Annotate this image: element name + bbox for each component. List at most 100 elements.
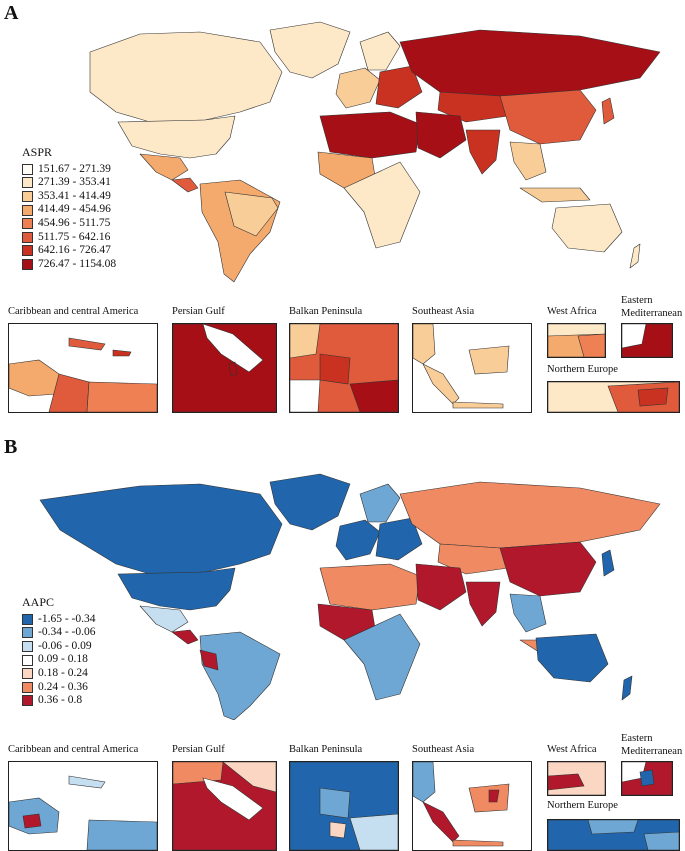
region-middle-east [415, 563, 467, 611]
inset-west-africa-map [547, 323, 606, 358]
inset-balkan-map [289, 761, 399, 851]
legend-item: 0.18 - 0.24 [22, 667, 96, 681]
legend-swatch [22, 641, 33, 653]
legend-label: 271.39 - 353.41 [38, 176, 111, 189]
inset-balkan-map [289, 323, 399, 413]
region-japan [601, 97, 615, 125]
region-central-africa [343, 161, 421, 249]
inset-caribbean-map [8, 761, 158, 851]
region-usa [117, 115, 236, 159]
region-mexico [139, 605, 189, 633]
region-eastern-europe [375, 517, 423, 561]
region-russia [399, 29, 661, 97]
inset-title-balkan: Balkan Peninsula [289, 306, 363, 317]
inset-title-persian-gulf: Persian Gulf [172, 744, 225, 755]
region-south-america [199, 631, 281, 720]
region-central-africa [343, 613, 421, 701]
region-north-africa [319, 563, 421, 611]
legend-item: -1.65 - -0.34 [22, 613, 96, 627]
inset-title-persian-gulf: Persian Gulf [172, 306, 225, 317]
legend-item: 0.09 - 0.18 [22, 653, 96, 667]
region-greenland [269, 473, 351, 531]
legend-swatch [22, 627, 33, 639]
region-eastern-europe [375, 65, 423, 109]
region-russia [399, 481, 661, 549]
region-australia [535, 633, 609, 683]
world-map-aapc [39, 473, 661, 720]
region-india [465, 129, 501, 175]
region-western-europe [335, 519, 381, 561]
panel-label-b: B [4, 436, 18, 458]
region-indonesia [519, 187, 591, 203]
legend-swatch [22, 654, 33, 666]
region-canada [39, 483, 283, 575]
world-map-aspr [89, 21, 661, 283]
inset-northern-europe-map [547, 381, 680, 413]
inset-eastern-mediterranean-map [621, 323, 673, 358]
legend-swatch [22, 191, 33, 203]
legend-swatch [22, 204, 33, 216]
legend-title: ASPR [22, 145, 53, 159]
inset-eastern-mediterranean-map [621, 761, 673, 796]
inset-title-eastern-mediterranean: Eastern Mediterranean [621, 295, 683, 319]
region-middle-east [415, 111, 467, 159]
inset-title-southeast-asia: Southeast Asia [412, 306, 475, 317]
region-central-america [171, 177, 199, 193]
legend-label: 0.24 - 0.36 [38, 680, 88, 693]
region-australia [551, 203, 623, 253]
legend-label: 0.18 - 0.24 [38, 666, 88, 679]
region-japan [601, 549, 615, 577]
region-southeast-asia [509, 593, 547, 633]
region-mexico [139, 153, 189, 181]
legend-swatch [22, 613, 33, 625]
legend-title: AAPC [22, 595, 55, 609]
region-canada [89, 31, 283, 123]
legend-item: 0.24 - 0.36 [22, 681, 96, 695]
region-china [499, 89, 597, 145]
legend-item: 454.96 - 511.75 [22, 217, 116, 231]
inset-title-eastern-mediterranean: Eastern Mediterranean [621, 733, 683, 757]
region-north-africa [319, 111, 421, 159]
inset-title-balkan: Balkan Peninsula [289, 744, 363, 755]
legend-item: 642.16 - 726.47 [22, 244, 116, 258]
region-greenland [269, 21, 351, 79]
legend-item: 271.39 - 353.41 [22, 176, 116, 190]
legend-label: 0.09 - 0.18 [38, 653, 88, 666]
legend-swatch [22, 668, 33, 680]
region-brazil [224, 191, 279, 237]
legend-label: 414.49 - 454.96 [38, 203, 111, 216]
inset-title-caribbean: Caribbean and central America [8, 744, 139, 755]
legend-label: 511.75 - 642.16 [38, 230, 111, 243]
legend-label: 151.67 - 271.39 [38, 162, 111, 175]
inset-persian-gulf-map [172, 761, 277, 851]
region-new-zealand [629, 243, 641, 269]
inset-caribbean-map [8, 323, 158, 413]
legend-label: 0.36 - 0.8 [38, 694, 83, 707]
legend-label: -0.06 - 0.09 [38, 639, 92, 652]
legend-label: -1.65 - -0.34 [38, 612, 96, 625]
legend-swatch [22, 245, 33, 257]
inset-west-africa-map [547, 761, 606, 796]
inset-title-southeast-asia: Southeast Asia [412, 744, 475, 755]
inset-title-west-africa: West Africa [547, 744, 597, 755]
inset-title-caribbean: Caribbean and central America [8, 306, 139, 317]
region-usa [117, 567, 236, 611]
legend-label: 642.16 - 726.47 [38, 244, 111, 257]
legend-item: 353.41 - 414.49 [22, 190, 116, 204]
legend-aapc: AAPC -1.65 - -0.34 -0.34 - -0.06 -0.06 - 0… [22, 595, 96, 708]
region-scandinavia [359, 31, 401, 71]
legend-item: -0.06 - 0.09 [22, 640, 96, 654]
legend-swatch [22, 259, 33, 271]
legend-item: 0.36 - 0.8 [22, 694, 96, 708]
legend-swatch [22, 163, 33, 175]
legend-item: 511.75 - 642.16 [22, 231, 116, 245]
legend-swatch [22, 695, 33, 707]
legend-label: 454.96 - 511.75 [38, 216, 111, 229]
inset-southeast-asia-map [412, 323, 532, 413]
legend-label: 726.47 - 1154.08 [38, 257, 117, 270]
inset-southeast-asia-map [412, 761, 532, 851]
legend-item: 726.47 - 1154.08 [22, 258, 116, 272]
inset-title-northern-europe: Northern Europe [547, 800, 618, 811]
panel-label-a: A [4, 2, 19, 24]
region-china [499, 541, 597, 597]
